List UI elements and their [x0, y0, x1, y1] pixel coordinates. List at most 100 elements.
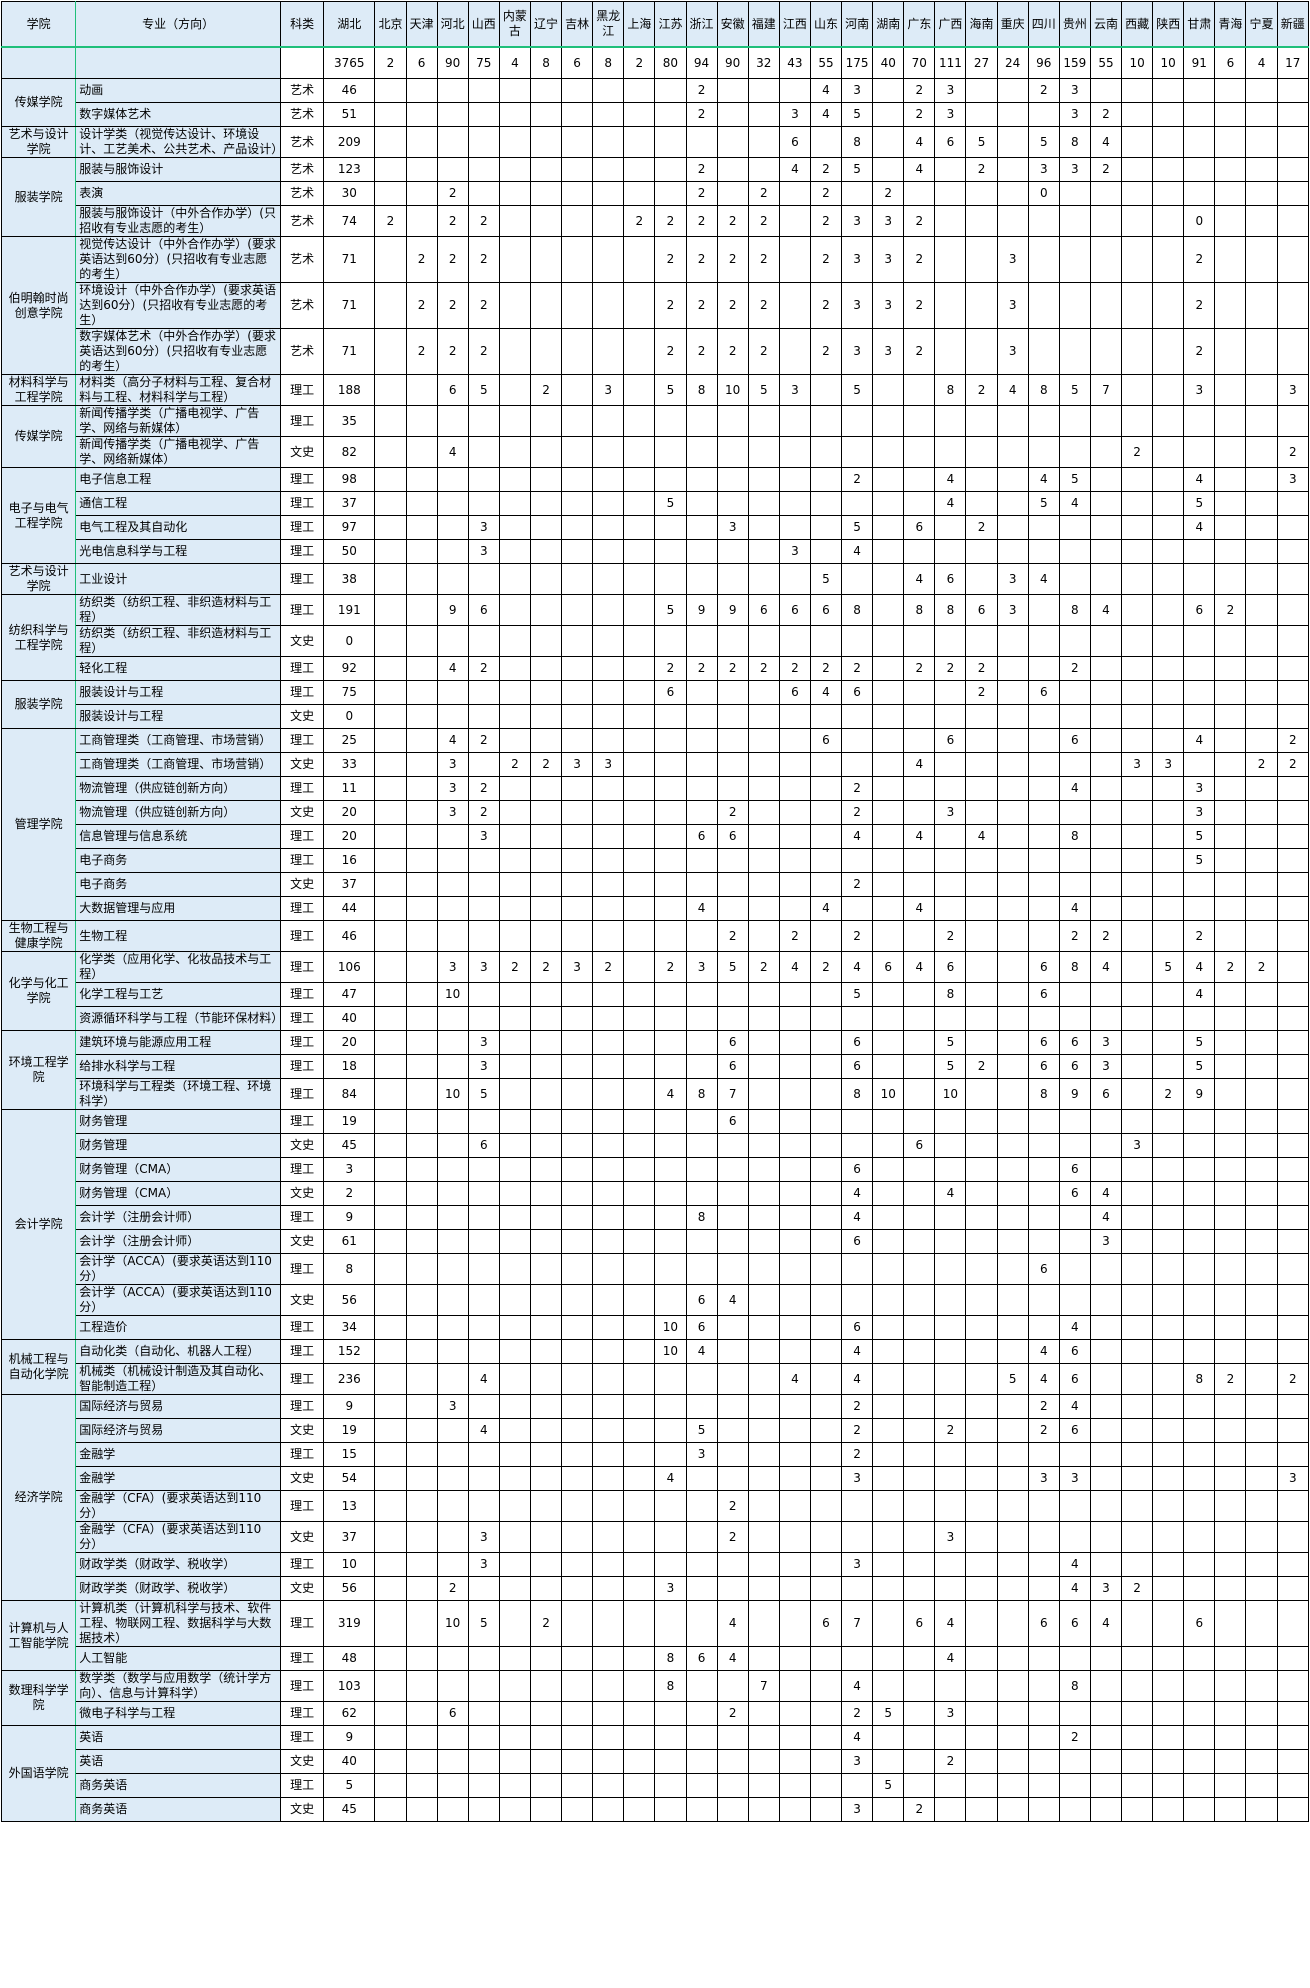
province-quota-cell: [778, 872, 811, 897]
province-quota-cell: 4: [436, 728, 469, 753]
province-quota-cell: 6: [1027, 1600, 1060, 1647]
province-quota-cell: 0: [1183, 205, 1216, 237]
hubei-value: 19: [323, 1418, 376, 1443]
province-quota-cell: [747, 752, 780, 777]
header-province: 山西: [467, 1, 500, 48]
province-quota-cell: [872, 1576, 905, 1601]
province-quota-cell: 8: [841, 1078, 874, 1110]
province-quota-cell: [405, 563, 438, 595]
table-row: 会计学（ACCA）(要求英语达到110分） 文史 56 6 4: [2, 1284, 1310, 1316]
type-cell: 艺术: [280, 126, 325, 158]
province-quota-cell: [1245, 704, 1278, 729]
province-quota-cell: [965, 282, 998, 329]
college-cell: 艺术与设计学院: [0, 563, 77, 595]
province-quota-cell: [685, 1701, 718, 1726]
province-quota-cell: [1245, 1133, 1278, 1158]
province-quota-cell: 6: [467, 1133, 500, 1158]
province-quota-cell: [1245, 776, 1278, 801]
province-quota-cell: [1027, 625, 1060, 657]
table-row: 数字媒体艺术 艺术 51 2 3 4 5 2 3 3 2: [2, 102, 1310, 127]
province-quota-cell: [1089, 625, 1123, 657]
province-quota-cell: [529, 78, 563, 103]
college-cell: 化学与化工学院: [0, 951, 77, 1031]
province-quota-cell: [592, 656, 625, 681]
province-quota-cell: [1027, 896, 1060, 921]
province-quota-cell: [747, 896, 780, 921]
province-quota-cell: [561, 1797, 594, 1822]
province-quota-cell: [1027, 1315, 1060, 1340]
type-cell: 理工: [280, 680, 325, 705]
province-quota-cell: [405, 1181, 438, 1206]
province-quota-cell: [778, 1133, 811, 1158]
hubei-value: 47: [323, 982, 376, 1007]
province-quota-cell: [841, 896, 874, 921]
province-quota-cell: [903, 1181, 936, 1206]
province-quota-cell: [809, 1253, 843, 1285]
hubei-value: 9: [323, 1725, 376, 1750]
province-quota-cell: [685, 1133, 718, 1158]
province-quota-cell: [996, 1133, 1029, 1158]
province-quota-cell: [374, 181, 407, 206]
province-quota-cell: [1058, 800, 1091, 825]
province-quota-cell: [872, 126, 905, 158]
province-quota-cell: 4: [685, 896, 718, 921]
province-quota-cell: [529, 920, 563, 952]
province-quota-cell: [436, 625, 469, 657]
province-quota-cell: [1027, 800, 1060, 825]
province-quota-cell: [716, 728, 749, 753]
province-quota-cell: 8: [654, 1646, 687, 1671]
province-quota-cell: 4: [467, 1363, 500, 1395]
major-cell: 给排水科学与工程: [75, 1054, 282, 1079]
province-quota-cell: 5: [716, 951, 749, 983]
province-quota-cell: [498, 1109, 531, 1134]
province-quota-cell: [1152, 1054, 1185, 1079]
college-cell: 管理学院: [0, 728, 77, 921]
province-quota-cell: [934, 328, 967, 375]
province-quota-cell: [1245, 1600, 1278, 1647]
header-province: 青海: [1214, 1, 1247, 48]
province-quota-cell: [623, 1054, 656, 1079]
province-quota-cell: 2: [436, 328, 469, 375]
province-quota-cell: [561, 1253, 594, 1285]
province-quota-cell: [374, 1157, 407, 1182]
province-quota-cell: [592, 1418, 625, 1443]
province-quota-cell: [436, 1442, 469, 1467]
province-quota-cell: 6: [1027, 1030, 1060, 1055]
province-quota-cell: [374, 1205, 407, 1230]
province-quota-cell: [1183, 1749, 1216, 1774]
province-quota-cell: [1245, 1030, 1278, 1055]
province-quota-cell: [685, 436, 718, 468]
province-quota-cell: [716, 539, 749, 564]
province-quota-cell: [841, 728, 874, 753]
header-province: 江苏: [654, 1, 687, 48]
type-cell: 理工: [280, 728, 325, 753]
type-cell: 理工: [280, 374, 325, 406]
province-quota-cell: [1245, 800, 1278, 825]
province-quota-cell: [778, 1284, 811, 1316]
province-quota-cell: 2: [654, 282, 687, 329]
province-quota-cell: [934, 872, 967, 897]
province-quota-cell: [1121, 656, 1154, 681]
province-quota-cell: [1058, 1797, 1091, 1822]
province-quota-cell: [685, 1490, 718, 1522]
province-quota-cell: [996, 539, 1029, 564]
province-quota-cell: [498, 157, 531, 182]
province-quota-cell: [1089, 680, 1123, 705]
province-quota-cell: [529, 157, 563, 182]
province-quota-cell: [374, 1418, 407, 1443]
province-quota-cell: [1214, 328, 1247, 375]
table-row: 新闻传播学类（广播电视学、广告学、网络新媒体） 文史 82 4 2 2: [2, 436, 1310, 468]
type-cell: 理工: [280, 405, 325, 437]
province-quota-cell: [374, 1315, 407, 1340]
hubei-value: 56: [323, 1576, 376, 1601]
major-cell: 英语: [75, 1749, 282, 1774]
province-quota-cell: [654, 1552, 687, 1577]
province-quota-cell: [965, 563, 998, 595]
province-quota-cell: 2: [623, 205, 656, 237]
hubei-value: 9: [323, 1205, 376, 1230]
province-quota-cell: [778, 563, 811, 595]
province-quota-cell: [841, 181, 874, 206]
province-quota-cell: [1276, 1521, 1310, 1553]
province-quota-cell: [809, 848, 843, 873]
province-quota-cell: 2: [467, 728, 500, 753]
